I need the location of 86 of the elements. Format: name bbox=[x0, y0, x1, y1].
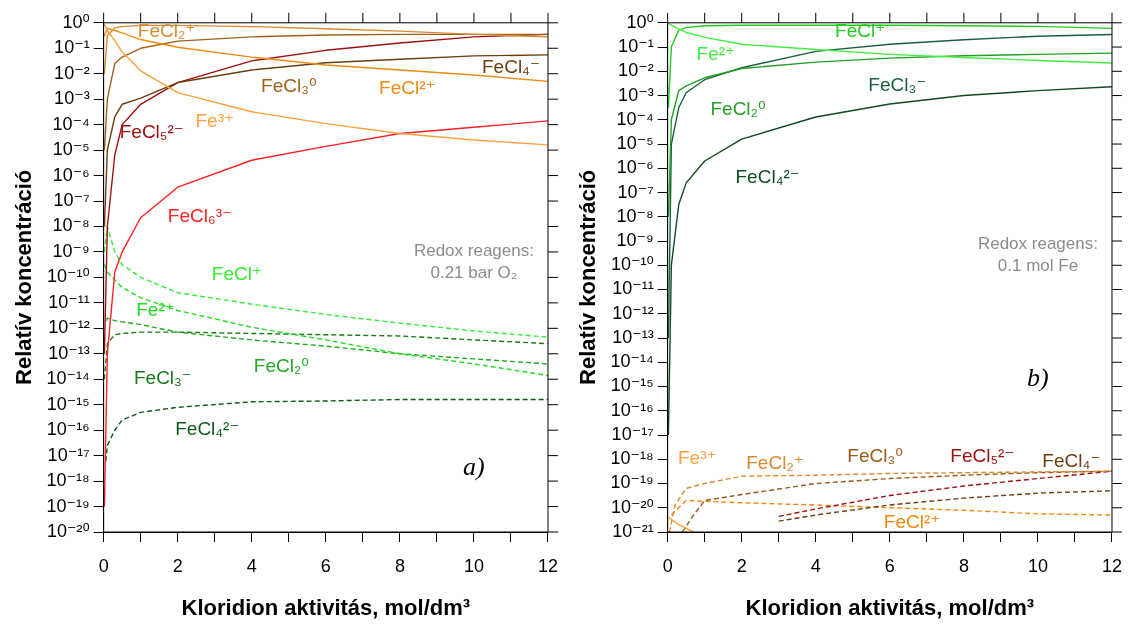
annotation: Redox reagens: 0.1 mol Fe bbox=[977, 234, 1098, 276]
y-tick-label: 10⁻⁶ bbox=[52, 164, 90, 185]
y-tick-label: 10⁻¹⁵ bbox=[46, 393, 90, 414]
y-tick-label: 10⁻¹⁰ bbox=[610, 254, 654, 275]
series-label: FeCl²⁺ bbox=[379, 77, 436, 99]
x-tick-label: 0 bbox=[662, 555, 673, 576]
y-tick-label: 10⁻¹¹ bbox=[612, 278, 654, 299]
y-tick-label: 10⁻² bbox=[54, 62, 90, 83]
annotation: a) bbox=[463, 452, 485, 482]
x-tick-label: 2 bbox=[172, 555, 183, 576]
y-tick-label: 10⁻²⁰ bbox=[610, 496, 654, 517]
series-label: FeCl₂⁰ bbox=[710, 98, 766, 120]
y-tick-label: 10⁻¹⁸ bbox=[610, 448, 654, 469]
x-tick-label: 12 bbox=[1101, 555, 1122, 576]
y-tick-label: 10⁻² bbox=[618, 60, 654, 81]
series-label: Fe³⁺ bbox=[195, 110, 234, 132]
x-tick-label: 8 bbox=[394, 555, 405, 576]
y-tick-label: 10⁻¹² bbox=[612, 302, 654, 323]
x-tick-label: 2 bbox=[736, 555, 747, 576]
series-label: FeCl₄⁻ bbox=[1042, 449, 1101, 471]
y-tick-label: 10⁻²⁰ bbox=[46, 520, 90, 541]
series-label: FeCl⁺ bbox=[211, 263, 263, 285]
y-tick-label: 10⁻⁴ bbox=[52, 113, 90, 134]
x-tick-label: 10 bbox=[1027, 555, 1048, 576]
y-tick-label: 10⁻¹⁹ bbox=[46, 495, 90, 516]
y-tick-label: 10⁻¹² bbox=[48, 317, 90, 338]
y-tick-label: 10⁻⁷ bbox=[53, 189, 90, 210]
y-tick-label: 10⁻¹⁴ bbox=[610, 351, 654, 372]
y-tick-label: 10⁻⁸ bbox=[52, 215, 90, 236]
x-tick-label: 6 bbox=[884, 555, 895, 576]
text: FeCl₃⁰ bbox=[261, 74, 317, 96]
y-tick-label: 10⁻¹⁷ bbox=[47, 444, 90, 465]
y-axis-title: Relatív koncentráció bbox=[11, 169, 37, 385]
y-tick-label: 10⁻¹⁷ bbox=[611, 423, 654, 444]
series-label: FeCl₄²⁻ bbox=[735, 166, 800, 188]
x-tick-label: 10 bbox=[463, 555, 484, 576]
series-label: FeCl₄⁻ bbox=[482, 55, 540, 77]
y-tick-label: 10⁻¹⁴ bbox=[46, 368, 90, 389]
y-tick-label: 10⁻⁴ bbox=[616, 108, 654, 129]
annotation: Redox reagens: 0.21 bar O₂ bbox=[413, 240, 534, 282]
x-axis-title: Kloridion aktivitás, mol/dm³ bbox=[745, 594, 1035, 620]
x-tick-label: 12 bbox=[537, 555, 558, 576]
series-label: FeCl₃⁻ bbox=[868, 74, 927, 96]
y-tick-label: 10⁻¹¹ bbox=[48, 291, 90, 312]
y-tick-label: 10⁻¹ bbox=[618, 36, 654, 57]
y-tick-label: 10⁻¹³ bbox=[48, 342, 90, 363]
series-label: FeCl₅²⁻ bbox=[950, 445, 1015, 467]
series-label: Fe²⁺ bbox=[696, 42, 736, 64]
y-tick-label: 10⁻⁹ bbox=[616, 230, 654, 250]
y-tick-label: 10⁻⁶ bbox=[616, 157, 654, 178]
y-tick-label: 10⁻¹⁰ bbox=[46, 266, 90, 287]
series-label: FeCl₃⁻ bbox=[133, 367, 192, 389]
y-tick-label: 10⁻³ bbox=[54, 88, 90, 109]
y-tick-label: 10⁰ bbox=[62, 11, 90, 32]
y-tick-label: 10⁻⁹ bbox=[52, 240, 90, 261]
y-tick-label: 10⁻³ bbox=[618, 84, 654, 105]
x-tick-label: 4 bbox=[246, 555, 257, 576]
y-tick-label: 10⁻¹⁸ bbox=[46, 470, 90, 491]
y-axis-title: Relatív koncentráció bbox=[575, 169, 601, 385]
y-tick-label: 10⁻²¹ bbox=[612, 520, 654, 541]
y-tick-label: 10⁻⁵ bbox=[52, 139, 90, 160]
annotation: b) bbox=[1027, 363, 1049, 393]
y-tick-label: 10⁻⁵ bbox=[616, 133, 654, 154]
x-axis-title: Kloridion aktivitás, mol/dm³ bbox=[181, 594, 471, 620]
series-label: FeCl²⁺ bbox=[883, 510, 941, 532]
series-label: FeCl₅²⁻ bbox=[119, 120, 184, 142]
y-tick-label: 10⁻¹³ bbox=[612, 326, 654, 347]
y-tick-label: 10⁻¹⁵ bbox=[610, 375, 654, 396]
y-tick-label: 10⁻¹⁶ bbox=[610, 399, 654, 420]
y-tick-label: 10⁻⁸ bbox=[616, 205, 654, 226]
y-tick-label: 10⁻¹⁶ bbox=[46, 419, 90, 440]
y-tick-label: 10⁻⁷ bbox=[617, 181, 654, 202]
y-tick-label: 10⁻¹⁹ bbox=[610, 472, 654, 493]
y-tick-label: 10⁻¹ bbox=[54, 37, 90, 58]
text: Fe³⁺ bbox=[678, 447, 717, 469]
x-tick-label: 6 bbox=[320, 555, 331, 576]
series-label: Fe²⁺ bbox=[136, 298, 175, 320]
x-tick-label: 0 bbox=[98, 555, 109, 576]
series-label: FeCl₆³⁻ bbox=[167, 204, 232, 226]
series-label: FeCl₃⁰ bbox=[847, 445, 903, 467]
series-label: FeCl₄²⁻ bbox=[175, 418, 240, 440]
x-tick-label: 4 bbox=[810, 555, 821, 576]
series-label: FeCl₂⁺ bbox=[746, 452, 804, 474]
y-tick-label: 10⁰ bbox=[626, 11, 654, 32]
x-tick-label: 8 bbox=[958, 555, 969, 576]
series-label: FeCl₂⁰ bbox=[253, 354, 309, 376]
